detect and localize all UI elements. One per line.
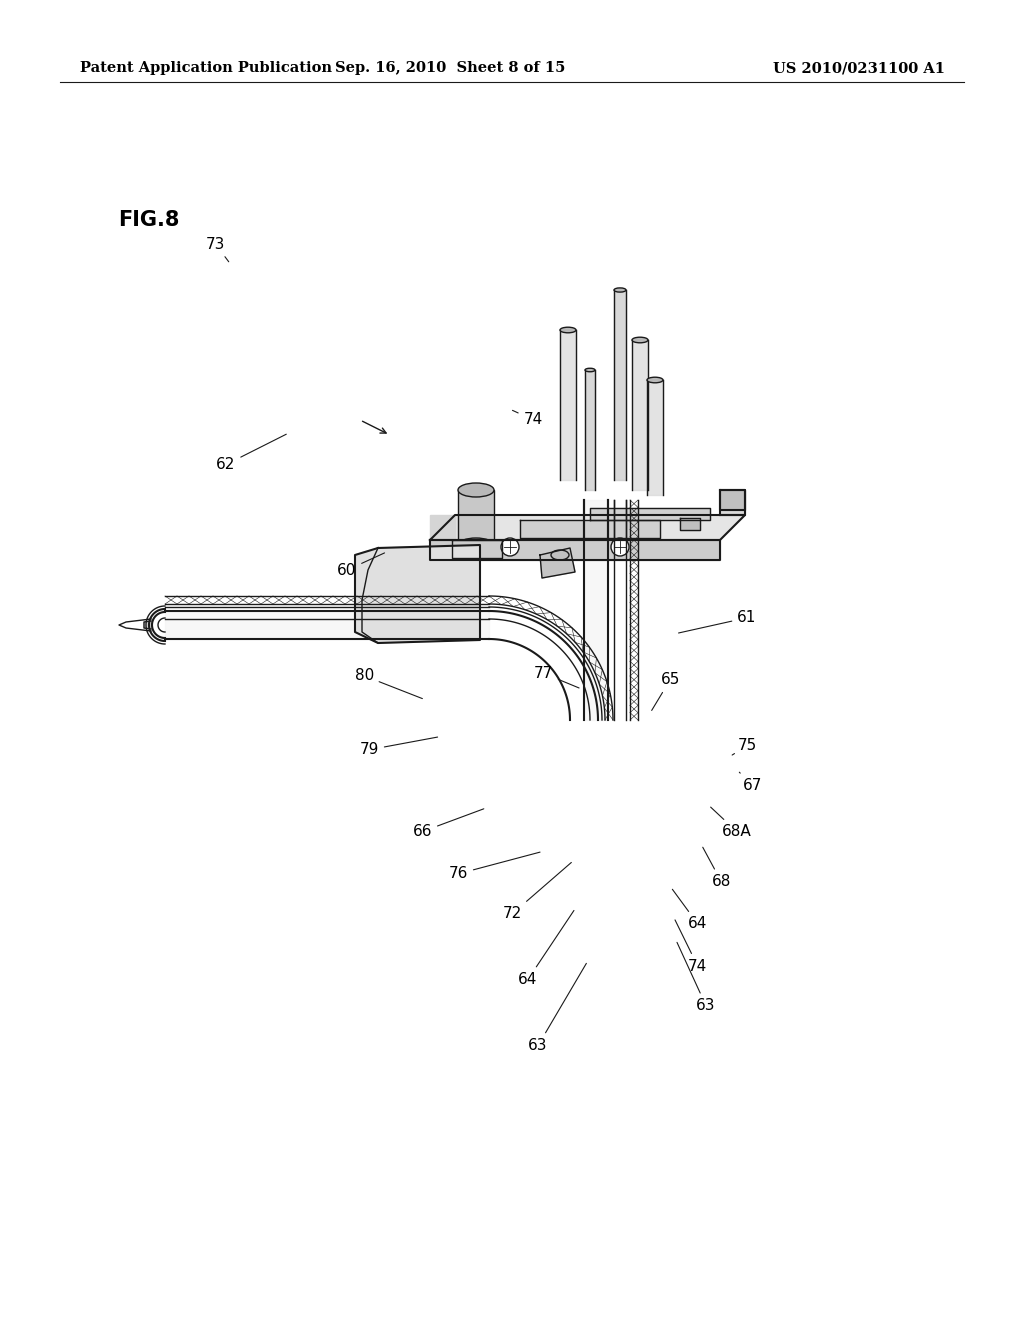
Text: 74: 74 [675,920,708,974]
Text: 72: 72 [503,862,571,921]
Ellipse shape [458,483,494,498]
Text: FIG.8: FIG.8 [118,210,179,230]
Text: 73: 73 [206,236,228,261]
Ellipse shape [458,539,494,552]
Text: 80: 80 [354,668,422,698]
Text: 66: 66 [413,809,483,840]
Polygon shape [355,545,480,643]
Text: 64: 64 [518,911,573,987]
Ellipse shape [585,368,595,372]
Text: 62: 62 [216,434,287,473]
Text: 60: 60 [337,553,385,578]
Polygon shape [720,490,745,510]
Polygon shape [520,520,660,539]
Text: Sep. 16, 2010  Sheet 8 of 15: Sep. 16, 2010 Sheet 8 of 15 [335,61,565,75]
Text: 67: 67 [739,772,762,793]
Circle shape [501,539,519,556]
Polygon shape [680,517,700,531]
Text: 68A: 68A [711,807,752,840]
Text: 79: 79 [359,737,437,758]
Ellipse shape [647,378,663,383]
Polygon shape [430,515,745,540]
Polygon shape [590,508,710,520]
Polygon shape [452,540,502,558]
Circle shape [611,539,629,556]
Text: 61: 61 [679,610,757,634]
Polygon shape [720,490,745,515]
Bar [458,490,494,545]
Text: 63: 63 [677,942,716,1014]
Ellipse shape [614,288,626,292]
Text: 65: 65 [651,672,680,710]
Polygon shape [430,540,720,560]
Text: 77: 77 [534,665,579,688]
Text: US 2010/0231100 A1: US 2010/0231100 A1 [773,61,945,75]
Text: 76: 76 [449,853,540,882]
Text: 75: 75 [732,738,757,755]
Polygon shape [430,515,455,540]
Ellipse shape [560,327,575,333]
Polygon shape [540,548,575,578]
Polygon shape [144,620,151,630]
Text: 74: 74 [512,411,543,428]
Ellipse shape [551,550,569,560]
Text: Patent Application Publication: Patent Application Publication [80,61,332,75]
Ellipse shape [632,337,648,343]
Text: 68: 68 [702,847,731,890]
Text: 63: 63 [528,964,587,1053]
Text: 64: 64 [673,890,708,932]
